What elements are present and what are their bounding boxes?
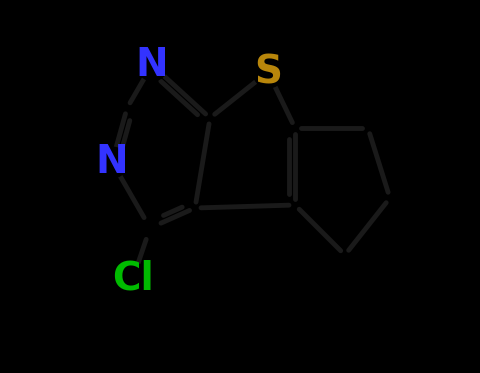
Text: N: N <box>96 143 128 181</box>
Text: S: S <box>254 53 282 91</box>
Text: Cl: Cl <box>112 259 154 297</box>
Text: N: N <box>136 46 168 84</box>
